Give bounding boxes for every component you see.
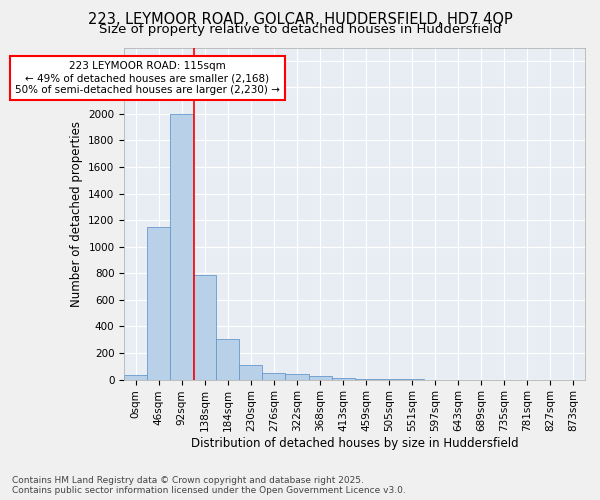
Text: 223, LEYMOOR ROAD, GOLCAR, HUDDERSFIELD, HD7 4QP: 223, LEYMOOR ROAD, GOLCAR, HUDDERSFIELD,… [88,12,512,28]
Text: 223 LEYMOOR ROAD: 115sqm
← 49% of detached houses are smaller (2,168)
50% of sem: 223 LEYMOOR ROAD: 115sqm ← 49% of detach… [15,62,280,94]
Bar [147,227,170,380]
Bar [355,379,377,380]
X-axis label: Distribution of detached houses by size in Huddersfield: Distribution of detached houses by size … [191,437,518,450]
Bar [239,365,262,380]
Bar [217,339,239,380]
Bar [262,373,286,380]
Y-axis label: Number of detached properties: Number of detached properties [70,120,83,306]
Text: Contains HM Land Registry data © Crown copyright and database right 2025.
Contai: Contains HM Land Registry data © Crown c… [12,476,406,495]
Bar [286,374,308,380]
Bar [170,114,193,380]
Text: Size of property relative to detached houses in Huddersfield: Size of property relative to detached ho… [99,22,501,36]
Bar [193,274,217,380]
Bar [308,376,332,380]
Bar [124,375,147,380]
Bar [332,378,355,380]
